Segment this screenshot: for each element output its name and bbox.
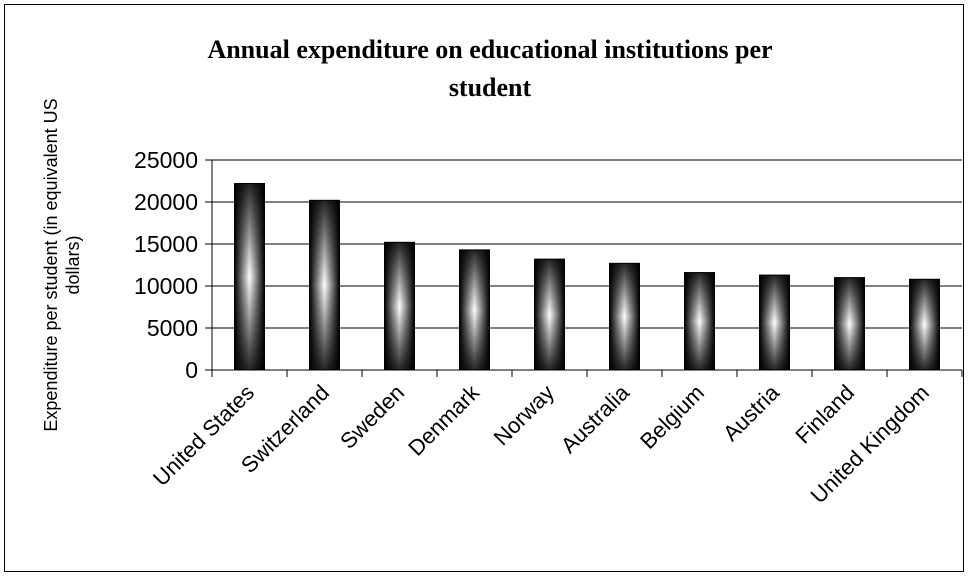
bar-shade <box>609 263 640 370</box>
bar <box>909 278 940 371</box>
bar <box>459 249 490 371</box>
x-tick-label: United States <box>148 380 259 491</box>
bar-shade <box>459 249 490 370</box>
x-tick-label: Sweden <box>335 380 409 454</box>
y-tick-label: 10000 <box>134 273 198 299</box>
bar <box>534 258 565 371</box>
x-tick-label: Australia <box>556 379 635 458</box>
y-tick-label: 0 <box>185 357 198 383</box>
x-tick-label: Belgium <box>635 380 709 454</box>
bar-shade <box>834 277 865 370</box>
x-tick-label: Austria <box>718 379 785 446</box>
y-tick-labels: 0 5000 10000 15000 20000 25000 <box>134 147 198 383</box>
bar <box>834 277 865 371</box>
chart-title-line-1: Annual expenditure on educational instit… <box>207 35 772 64</box>
chart-title-line-2: student <box>449 73 532 102</box>
x-tick-label: Norway <box>489 380 559 450</box>
y-axis-label-line-2: dollars) <box>63 235 83 294</box>
bar-shade <box>759 275 790 370</box>
bar <box>759 274 790 371</box>
y-tick-label: 15000 <box>134 231 198 257</box>
bar <box>684 272 715 371</box>
bar-shade <box>384 242 415 370</box>
y-tick-label: 5000 <box>147 315 198 341</box>
bar <box>609 262 640 371</box>
bar-shade <box>234 183 265 370</box>
axes <box>205 159 963 377</box>
bar-shade <box>909 279 940 370</box>
x-tick-label: Denmark <box>403 379 484 460</box>
bar <box>309 199 340 371</box>
bar <box>384 241 415 371</box>
y-tick-label: 25000 <box>134 147 198 173</box>
bar-shade <box>309 200 340 370</box>
x-tick-label: Finland <box>790 380 859 449</box>
bar-shade <box>534 259 565 370</box>
chart-frame <box>4 4 964 572</box>
y-axis-label-line-1: Expenditure per student (in equivalent U… <box>41 98 61 431</box>
bar <box>234 183 265 371</box>
bars <box>234 183 940 371</box>
bar-shade <box>684 272 715 370</box>
y-tick-label: 20000 <box>134 189 198 215</box>
